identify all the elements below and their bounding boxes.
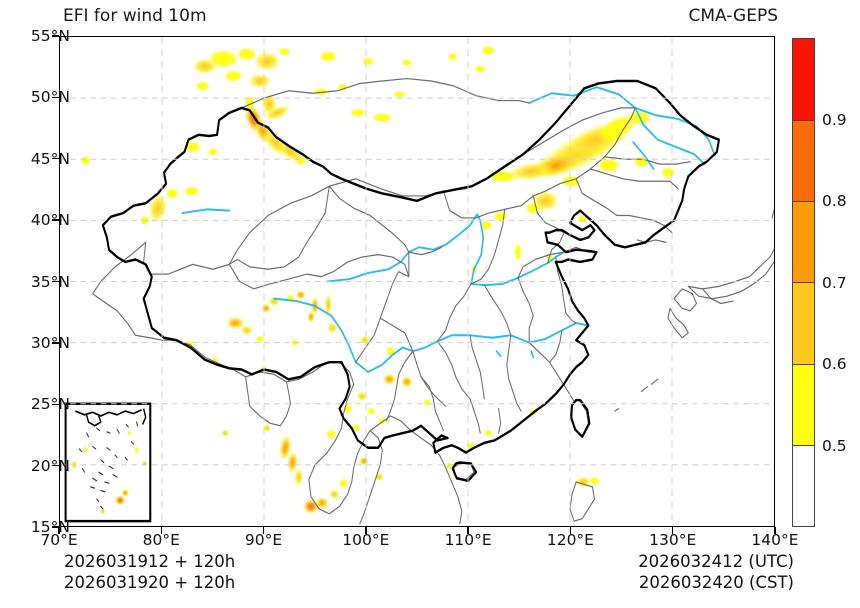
- gridline-layer: [60, 37, 774, 526]
- longitude-tick-mark: [569, 527, 572, 534]
- colorbar-segment: [793, 120, 814, 202]
- longitude-tick-mark: [467, 527, 469, 534]
- colorbar-segment: [793, 39, 814, 121]
- efi-blob-group-tibet: [184, 290, 396, 374]
- latitude-tick-label: 30°N: [30, 333, 70, 352]
- latitude-tick-label: 35°N: [30, 272, 70, 291]
- colorbar-tick-label: 0.6: [822, 355, 847, 373]
- colorbar-tick-label: 0.9: [822, 110, 847, 129]
- footer-valid-time-cst: 2026032420 (CST): [638, 573, 794, 592]
- latitude-tick-label: 15°N: [30, 518, 70, 536]
- efi-blob-group-central: [471, 242, 553, 275]
- latitude-tick-label: 25°N: [30, 395, 70, 414]
- latitude-tick-label: 45°N: [30, 149, 70, 168]
- efi-blob-group-indochina: [221, 417, 387, 515]
- latitude-tick-mark: [52, 158, 59, 160]
- latitude-tick-mark: [52, 35, 59, 37]
- footer-init-time-utc: 2026031912 + 120h: [64, 552, 236, 571]
- latitude-tick-mark: [52, 342, 59, 344]
- latitude-tick-label: 55°N: [30, 27, 70, 45]
- longitude-tick-mark: [58, 527, 60, 534]
- colorbar-tick-label: 0.5: [822, 436, 847, 455]
- latitude-tick-mark: [52, 280, 59, 283]
- colorbar-segment: [793, 444, 814, 526]
- map-canvas: [60, 37, 774, 526]
- efi-blob-group-xinjiang: [80, 141, 219, 226]
- longitude-tick-label: 90°E: [244, 531, 283, 549]
- footer-init-time-cst: 2026031920 + 120h: [64, 573, 236, 592]
- longitude-tick-label: 130°E: [649, 531, 697, 549]
- longitude-tick-label: 140°E: [751, 531, 799, 549]
- south-china-sea-inset: [64, 402, 152, 523]
- chart-title: EFI for wind 10m: [63, 6, 207, 26]
- longitude-tick-label: 120°E: [546, 531, 594, 549]
- efi-field-layer: [80, 45, 676, 515]
- colorbar-tick-label: 0.8: [822, 192, 847, 210]
- longitude-tick-mark: [160, 527, 162, 534]
- longitude-tick-mark: [774, 527, 776, 534]
- longitude-tick-label: 100°E: [342, 531, 390, 549]
- national-border-layer: [101, 79, 720, 482]
- latitude-tick-mark: [52, 403, 59, 405]
- model-name-label: CMA-GEPS: [688, 6, 778, 26]
- latitude-tick-mark: [52, 96, 59, 99]
- longitude-tick-label: 80°E: [142, 531, 180, 549]
- colorbar[interactable]: [792, 38, 815, 527]
- latitude-tick-label: 20°N: [30, 456, 70, 475]
- colorbar-segment: [793, 363, 814, 445]
- latitude-tick-label: 50°N: [30, 88, 70, 107]
- efi-blob-group-southwest: [326, 373, 432, 440]
- longitude-tick-mark: [365, 527, 367, 534]
- latitude-tick-label: 40°N: [30, 211, 70, 230]
- latitude-tick-mark: [52, 219, 59, 221]
- efi-blob-group-siberia: [192, 45, 496, 123]
- map-plot-area: [59, 36, 775, 527]
- colorbar-tick-label: 0.7: [822, 273, 847, 292]
- colorbar-segment: [793, 282, 814, 364]
- longitude-tick-label: 110°E: [444, 531, 492, 549]
- latitude-tick-mark: [52, 464, 59, 467]
- footer-valid-time-utc: 2026032412 (UTC): [638, 552, 794, 571]
- latitude-tick-mark: [52, 526, 59, 528]
- efi-blob-group-altai: [243, 93, 307, 166]
- colorbar-segment: [793, 201, 814, 283]
- longitude-tick-mark: [262, 527, 265, 534]
- longitude-tick-label: 70°E: [40, 531, 78, 549]
- longitude-tick-mark: [672, 527, 674, 534]
